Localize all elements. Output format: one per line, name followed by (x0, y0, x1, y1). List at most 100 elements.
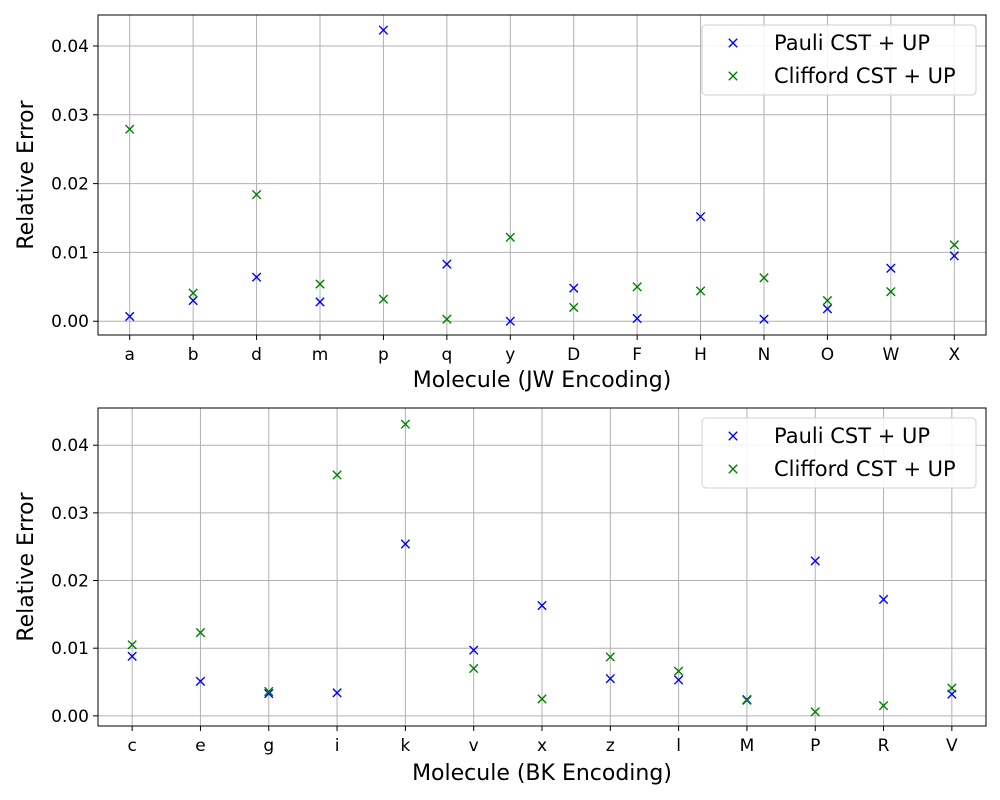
data-point (378, 294, 389, 304)
marker-stroke (810, 707, 820, 717)
data-point (886, 286, 896, 297)
marker-stroke (400, 419, 411, 429)
data-point (605, 652, 616, 662)
legend-item: Pauli CST + UP (728, 31, 930, 55)
data-point (822, 295, 833, 306)
x-tick-label: M (740, 736, 755, 756)
marker-stroke (127, 651, 137, 662)
data-point (505, 232, 515, 242)
marker-stroke (695, 211, 706, 222)
data-point (125, 124, 135, 134)
x-axis-label: Molecule (BK Encoding) (412, 761, 672, 786)
data-point (468, 645, 479, 655)
marker-stroke (728, 71, 738, 81)
panel-jw-encoding: a b d m p q y D F H N O W X 0.00 0.01 0.02 0.03 0.04 Molecu… (14, 14, 987, 393)
x-axis-label: Molecule (JW Encoding) (413, 368, 672, 393)
marker-stroke (673, 675, 684, 685)
marker-stroke (822, 295, 833, 306)
data-point (264, 688, 274, 699)
y-tick-label: 0.03 (51, 106, 89, 126)
x-tick-label: V (946, 736, 958, 756)
marker-stroke (947, 683, 957, 693)
x-tick-label: x (537, 736, 547, 756)
x-tick-label: O (821, 345, 834, 365)
x-tick-label: c (127, 736, 136, 756)
marker-stroke (878, 701, 889, 711)
x-tick-label: H (694, 345, 707, 365)
y-axis-label: Relative Error (14, 491, 39, 641)
data-point (569, 302, 579, 313)
marker-stroke (537, 694, 547, 704)
data-point (442, 314, 452, 324)
series-clifford (127, 419, 957, 717)
series-clifford (125, 124, 959, 324)
marker-stroke (728, 464, 738, 474)
data-point (742, 695, 752, 705)
legend-marker (728, 71, 738, 81)
data-point (822, 304, 833, 314)
y-axis-label: Relative Error (14, 99, 39, 249)
data-point (878, 594, 889, 605)
marker-stroke (264, 688, 274, 699)
y-tick-label: 0.01 (51, 243, 89, 263)
marker-stroke (632, 282, 642, 292)
marker-stroke (537, 600, 547, 611)
marker-stroke (127, 640, 137, 650)
legend: Pauli CST + UP Clifford CST + UP (701, 24, 977, 96)
data-point (264, 686, 274, 697)
x-tick-label: v (469, 736, 479, 756)
data-point (537, 600, 547, 611)
legend-item: Clifford CST + UP (728, 457, 956, 481)
legend: Pauli CST + UP Clifford CST + UP (701, 417, 977, 489)
marker-stroke (505, 232, 515, 242)
marker-stroke (569, 283, 579, 293)
marker-stroke (886, 263, 896, 273)
x-tick-label: P (810, 736, 820, 756)
legend-box (701, 24, 977, 96)
marker-stroke (195, 627, 206, 638)
marker-stroke (822, 304, 833, 314)
marker-stroke (468, 645, 479, 655)
data-point (886, 263, 896, 273)
x-tick-label: p (378, 345, 389, 365)
x-tick-label: W (882, 345, 899, 365)
data-point (127, 651, 137, 662)
series-pauli (125, 25, 959, 326)
y-tick-label: 0.04 (51, 37, 89, 57)
data-point (188, 288, 198, 298)
marker-stroke (188, 288, 198, 298)
data-point (949, 240, 959, 250)
marker-stroke (949, 240, 959, 250)
marker-stroke (949, 251, 959, 261)
data-point (695, 286, 706, 296)
marker-stroke (632, 313, 642, 324)
data-point (125, 311, 135, 322)
data-point (759, 273, 769, 283)
marker-stroke (442, 259, 452, 269)
marker-stroke (378, 294, 389, 304)
data-point (315, 297, 325, 307)
marker-stroke (400, 539, 411, 549)
data-point (251, 189, 262, 200)
marker-stroke (878, 594, 889, 605)
data-point (400, 419, 411, 429)
marker-stroke (378, 25, 389, 35)
marker-stroke (569, 302, 579, 313)
data-point (949, 251, 959, 261)
marker-stroke (251, 272, 262, 282)
x-tick-label: R (878, 736, 890, 756)
x-tick-label: d (251, 345, 262, 365)
data-point (195, 676, 206, 687)
data-point (673, 675, 684, 685)
y-tick-label: 0.04 (51, 436, 89, 456)
data-point (332, 688, 342, 698)
x-tick-label: i (335, 736, 340, 756)
x-tick-label: X (948, 345, 960, 365)
marker-stroke (505, 316, 515, 326)
y-tick-label: 0.02 (51, 572, 89, 592)
x-tick-label: m (312, 345, 329, 365)
legend-item: Clifford CST + UP (728, 64, 956, 88)
y-tick-label: 0.00 (51, 707, 89, 727)
legend-marker (728, 38, 738, 48)
marker-stroke (742, 695, 752, 705)
